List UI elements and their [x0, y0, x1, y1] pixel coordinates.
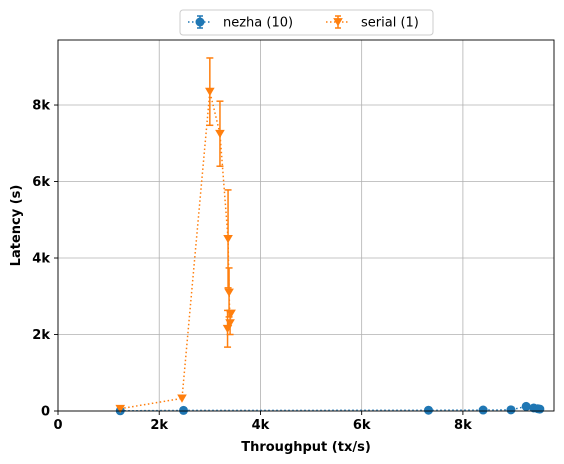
legend-label: nezha (10) [223, 16, 293, 31]
y-tick-label: 2k [32, 328, 50, 343]
y-tick-label: 6k [32, 175, 50, 190]
data-point [506, 405, 516, 415]
y-tick-label: 0 [41, 405, 50, 420]
data-point [224, 288, 234, 297]
data-point [521, 401, 531, 411]
data-point [478, 405, 488, 415]
legend-handle [326, 15, 350, 29]
data-point [205, 87, 215, 96]
data-point [225, 319, 235, 328]
data-point [177, 394, 187, 403]
legend: nezha (10) serial (1) [179, 9, 434, 36]
plot-area [58, 40, 554, 411]
legend-box [179, 9, 434, 36]
plot-frame [57, 39, 555, 412]
x-tick-label: 0 [53, 418, 62, 433]
x-tick-label: 8k [454, 418, 472, 433]
data-point [226, 309, 236, 318]
data-point [215, 129, 225, 139]
data-point [423, 405, 433, 415]
data-point [222, 324, 233, 334]
x-tick-label: 6k [353, 418, 371, 433]
legend-marker [333, 18, 343, 27]
series-1 [115, 57, 236, 414]
series-layer [115, 57, 545, 416]
x-axis-label: Throughput (tx/s) [241, 440, 371, 455]
x-tick-label: 2k [150, 418, 168, 433]
data-point [179, 405, 189, 415]
data-point [535, 404, 545, 414]
legend-marker [195, 17, 205, 27]
data-point [115, 404, 126, 414]
ticks: 0 2k 4k 6k 8k 0 2k 4k 6k 8k [32, 99, 472, 433]
legend-label: serial (1) [361, 16, 419, 31]
x-tick-label: 4k [252, 418, 270, 433]
y-axis-label: Latency (s) [9, 185, 24, 267]
y-tick-label: 8k [32, 99, 50, 114]
y-tick-label: 4k [32, 252, 50, 267]
data-point [223, 235, 233, 244]
legend-handle [188, 15, 212, 29]
